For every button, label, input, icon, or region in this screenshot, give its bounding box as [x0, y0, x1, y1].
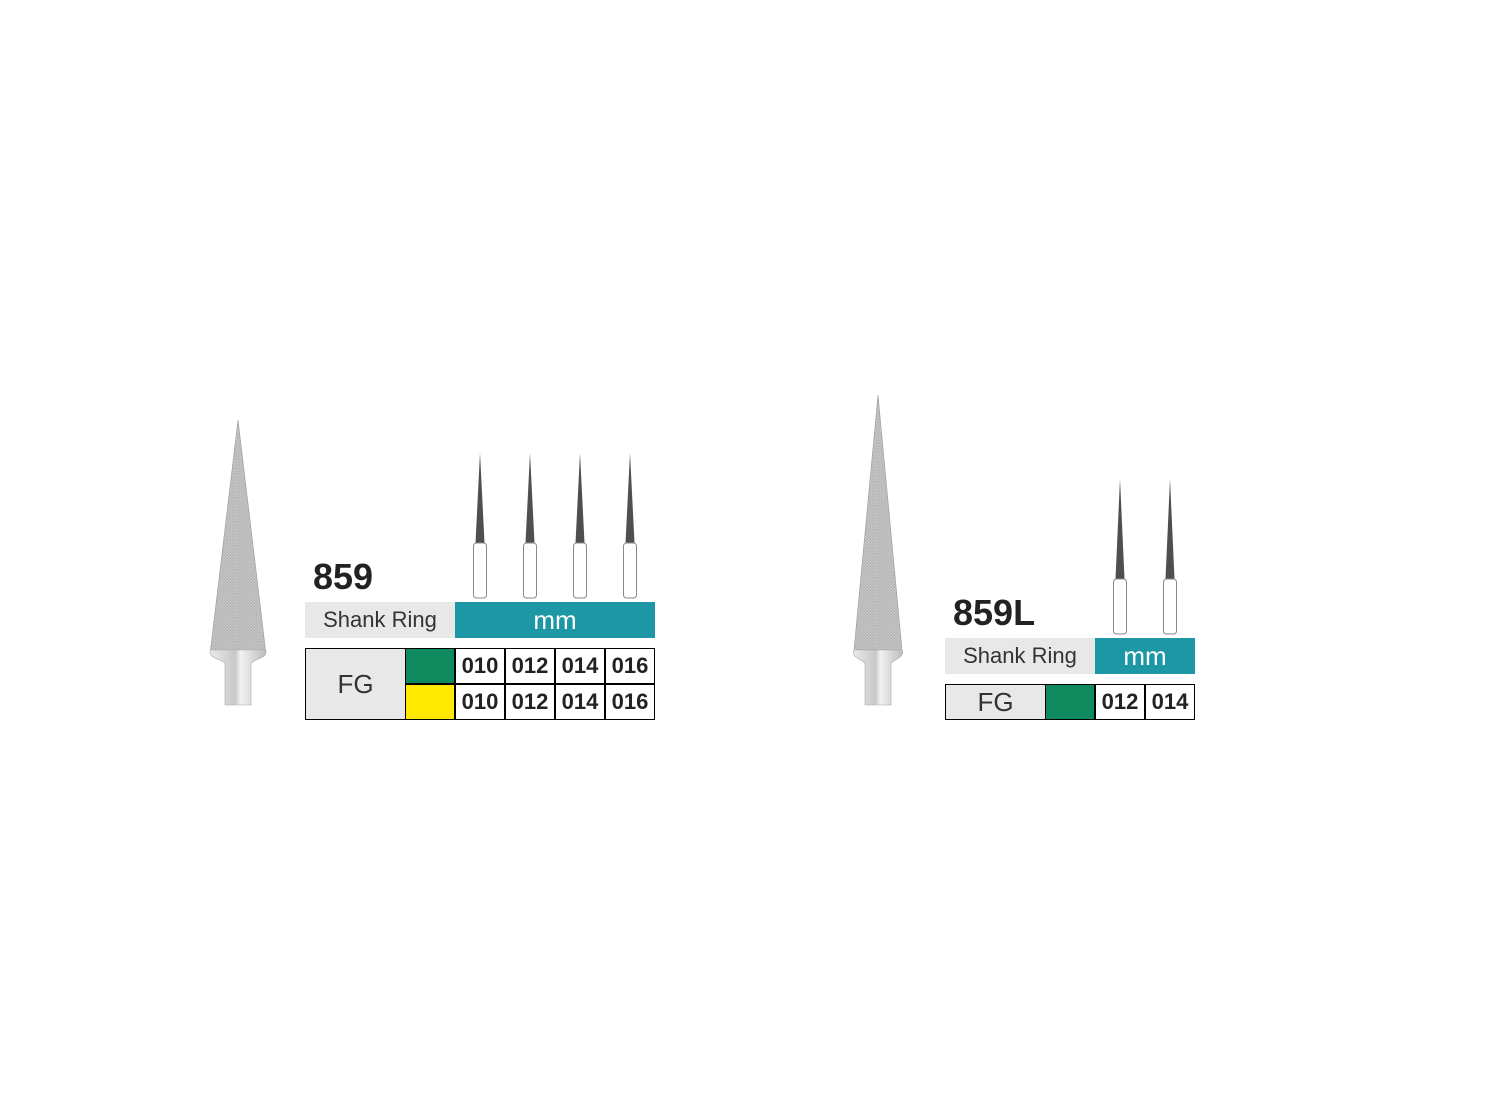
ring-swatch	[405, 648, 455, 684]
values-column: 012014	[1095, 684, 1195, 720]
mini-bur	[605, 451, 655, 602]
size-row: 010012014016	[455, 648, 655, 684]
header-mm: mm	[455, 602, 655, 638]
model-number: 859L	[945, 592, 1095, 638]
stage: 859 Shank Ring mm FG 0100120140160100120…	[0, 0, 1500, 1100]
header-row: Shank Ring mm	[945, 638, 1195, 674]
model-number: 859	[305, 556, 455, 602]
size-cell: 014	[555, 684, 605, 720]
spec-table: 859L Shank Ring mm FG 012014	[945, 477, 1195, 720]
header-shank-ring: Shank Ring	[305, 602, 455, 638]
shank-type: FG	[945, 684, 1045, 720]
big-bur	[190, 400, 285, 720]
model-row: 859	[305, 451, 655, 602]
gap	[305, 638, 655, 648]
mini-bur	[1145, 477, 1195, 638]
product-859L: 859L Shank Ring mm FG 012014	[830, 400, 1195, 720]
mini-bur-svg	[468, 451, 492, 602]
size-cell: 014	[555, 648, 605, 684]
size-row: 010012014016	[455, 684, 655, 720]
size-cell: 010	[455, 684, 505, 720]
header-row: Shank Ring mm	[305, 602, 655, 638]
mini-burs	[1095, 477, 1195, 638]
data-block: FG 010012014016010012014016	[305, 648, 655, 720]
product-859: 859 Shank Ring mm FG 0100120140160100120…	[190, 400, 655, 720]
size-cell: 016	[605, 684, 655, 720]
data-block: FG 012014	[945, 684, 1195, 720]
mini-bur-svg	[1158, 477, 1182, 638]
model-row: 859L	[945, 477, 1195, 638]
big-bur-svg	[838, 390, 918, 720]
values-column: 010012014016010012014016	[455, 648, 655, 720]
ring-column	[1045, 684, 1095, 720]
size-cell: 012	[505, 648, 555, 684]
mini-bur	[555, 451, 605, 602]
size-cell: 012	[1095, 684, 1145, 720]
mini-bur-svg	[518, 451, 542, 602]
header-mm: mm	[1095, 638, 1195, 674]
spec-table: 859 Shank Ring mm FG 0100120140160100120…	[305, 451, 655, 720]
mini-bur	[1095, 477, 1145, 638]
size-cell: 016	[605, 648, 655, 684]
mini-bur	[505, 451, 555, 602]
size-cell: 010	[455, 648, 505, 684]
big-bur-svg	[198, 415, 278, 720]
size-row: 012014	[1095, 684, 1195, 720]
mini-burs	[455, 451, 655, 602]
gap	[945, 674, 1195, 684]
mini-bur	[455, 451, 505, 602]
ring-swatch	[405, 684, 455, 720]
mini-bur-svg	[568, 451, 592, 602]
size-cell: 012	[505, 684, 555, 720]
header-shank-ring: Shank Ring	[945, 638, 1095, 674]
big-bur	[830, 400, 925, 720]
shank-type: FG	[305, 648, 405, 720]
mini-bur-svg	[618, 451, 642, 602]
ring-swatch	[1045, 684, 1095, 720]
ring-column	[405, 648, 455, 720]
size-cell: 014	[1145, 684, 1195, 720]
mini-bur-svg	[1108, 477, 1132, 638]
